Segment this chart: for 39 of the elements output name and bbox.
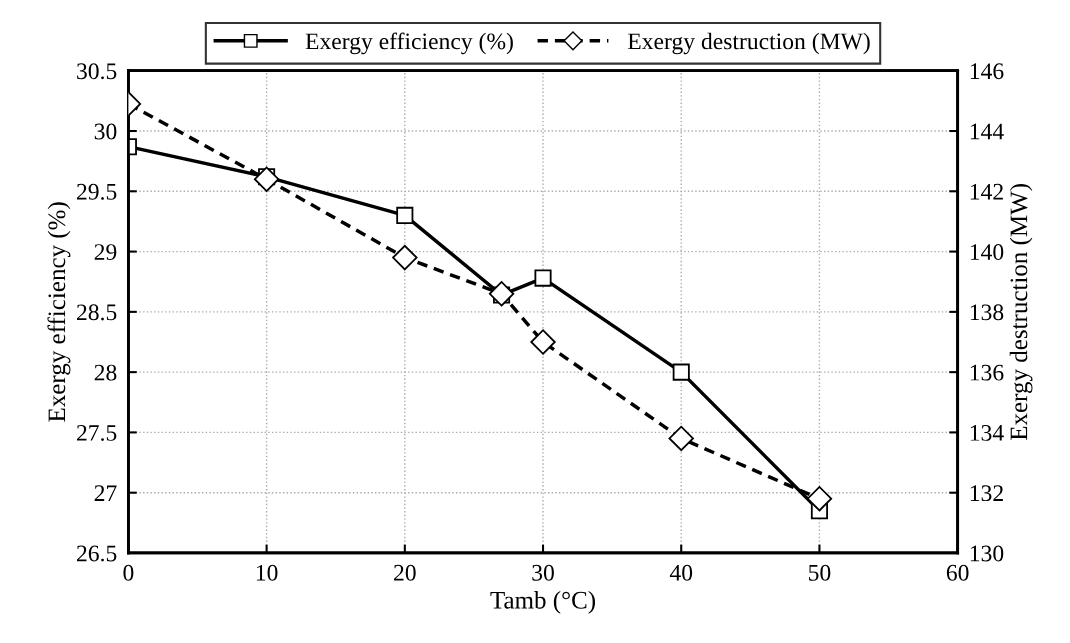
- x-tick-label: 60: [946, 564, 969, 581]
- y2-tick-label: 132: [970, 485, 1003, 502]
- point: [668, 425, 694, 452]
- y-tick-label: 27.5: [77, 424, 117, 441]
- point: [672, 363, 690, 381]
- point: [806, 486, 833, 512]
- y2-tick-label: 138: [970, 304, 1004, 321]
- point: [392, 244, 418, 271]
- y2-tick-label: 142: [970, 183, 1003, 200]
- point: [530, 329, 556, 355]
- point: [253, 166, 280, 192]
- y-tick-label: 26.5: [77, 545, 117, 562]
- x-tick-label: 20: [394, 564, 416, 581]
- y-tick-label: 27: [94, 485, 117, 501]
- y2-tick-label: 130: [970, 545, 1004, 562]
- x-axis-title: Tamb (°C): [490, 591, 595, 614]
- y-tick-label: 30.5: [77, 63, 117, 80]
- x-tick-label: 30: [532, 564, 554, 581]
- x-tick-label: 40: [669, 564, 693, 581]
- y2-tick-label: 140: [970, 244, 1004, 260]
- y-tick-label: 30: [94, 123, 117, 140]
- y2-tick-label: 144: [970, 123, 1004, 140]
- y-tick-label: 29: [94, 244, 117, 260]
- legend-label: Exergy destruction (MW): [627, 32, 870, 55]
- y-tick-label: 29.5: [77, 183, 117, 200]
- point: [396, 206, 414, 224]
- point: [534, 269, 552, 287]
- y2-tick-label: 146: [970, 63, 1004, 80]
- x-tick-label: 50: [809, 564, 831, 581]
- y-tick-label: 28: [94, 364, 117, 381]
- y2-tick-label: 134: [970, 424, 1004, 441]
- legend-label: Exergy efficiency (%): [305, 32, 513, 55]
- y-tick-label: 28.5: [77, 304, 117, 321]
- point: [488, 281, 515, 307]
- y2-tick-label: 136: [970, 364, 1004, 381]
- x-tick-label: 10: [256, 564, 278, 581]
- y2-axis-title: Exergy destruction (MW): [1009, 184, 1033, 441]
- x-tick-label: 0: [123, 564, 134, 581]
- y-axis-title: Exergy efficiency (%): [47, 202, 71, 422]
